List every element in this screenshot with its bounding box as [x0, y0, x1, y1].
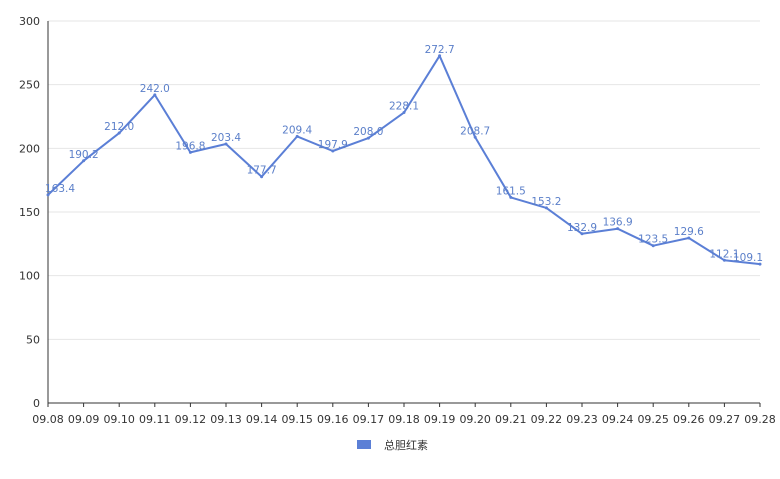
data-label: 109.1 [733, 252, 763, 264]
data-point[interactable] [366, 136, 370, 140]
grid-layer [48, 20, 760, 340]
data-label-layer: 163.4 190.2 212.0 242.0 196.8 203.4 177.7 209.4… [45, 44, 763, 264]
data-point[interactable] [651, 244, 655, 248]
data-label: 190.2 [69, 149, 99, 161]
data-label: 228.1 [389, 101, 419, 113]
x-tick-label: 09.26 [673, 413, 705, 426]
data-label: 129.6 [674, 226, 704, 238]
x-tick-label: 09.15 [281, 413, 313, 426]
data-label: 196.8 [175, 140, 205, 152]
data-label: 136.9 [603, 217, 633, 229]
axis-layer: 0 50 100 150 200 250 300 09.08 09.09 09.10 09.11 09… [19, 15, 776, 426]
x-tick-label: 09.11 [139, 413, 171, 426]
data-point[interactable] [117, 131, 121, 135]
data-label: 208.0 [353, 126, 383, 138]
data-label: 203.4 [211, 132, 241, 144]
x-tick-label: 09.23 [566, 413, 598, 426]
y-tick-label: 100 [19, 270, 40, 283]
y-tick-label: 50 [26, 333, 40, 346]
x-tick-label: 09.28 [744, 413, 776, 426]
x-tick-label: 09.24 [602, 413, 634, 426]
x-tick-label: 09.25 [637, 413, 669, 426]
data-point[interactable] [46, 193, 50, 197]
series-layer [46, 54, 762, 266]
data-point[interactable] [616, 227, 620, 231]
data-point[interactable] [224, 142, 228, 146]
data-label: 132.9 [567, 222, 597, 234]
x-tick-label: 09.13 [210, 413, 242, 426]
legend[interactable]: 总胆红素 [357, 438, 428, 452]
data-point[interactable] [687, 236, 691, 240]
data-point[interactable] [260, 175, 264, 179]
data-label: 177.7 [247, 165, 277, 177]
data-label: 112.1 [709, 248, 739, 260]
data-label: 153.2 [531, 196, 561, 208]
x-tick-label: 09.14 [246, 413, 278, 426]
y-tick-label: 200 [19, 142, 40, 155]
x-tick-label: 09.12 [175, 413, 207, 426]
x-tick-label: 09.21 [495, 413, 527, 426]
x-tick-label: 09.09 [68, 413, 100, 426]
y-tick-label: 0 [33, 397, 40, 410]
data-label: 197.9 [318, 139, 348, 151]
data-label: 123.5 [638, 234, 668, 246]
x-tick-label: 09.27 [709, 413, 741, 426]
data-point[interactable] [758, 262, 762, 266]
data-label: 208.7 [460, 125, 490, 137]
data-point[interactable] [153, 93, 157, 97]
data-point[interactable] [295, 134, 299, 138]
data-point[interactable] [722, 258, 726, 262]
data-label: 242.0 [140, 83, 170, 95]
x-tick-label: 09.20 [459, 413, 491, 426]
x-tick-label: 09.16 [317, 413, 349, 426]
data-point[interactable] [509, 195, 513, 199]
x-tick-label: 09.19 [424, 413, 456, 426]
data-label: 209.4 [282, 124, 312, 136]
data-label: 272.7 [425, 44, 455, 56]
data-point[interactable] [544, 206, 548, 210]
x-tick-label: 09.17 [353, 413, 385, 426]
data-point[interactable] [331, 149, 335, 153]
data-point[interactable] [580, 232, 584, 236]
y-tick-label: 250 [19, 79, 40, 92]
data-point[interactable] [82, 159, 86, 163]
data-label: 163.4 [45, 183, 75, 195]
legend-label: 总胆红素 [384, 438, 428, 452]
x-tick-label: 09.10 [103, 413, 135, 426]
x-tick-label: 09.18 [388, 413, 420, 426]
data-label: 161.5 [496, 185, 526, 197]
data-point[interactable] [402, 111, 406, 115]
legend-swatch [357, 440, 371, 449]
data-point[interactable] [438, 54, 442, 58]
x-tick-label: 09.08 [32, 413, 64, 426]
y-tick-label: 300 [19, 15, 40, 28]
data-label: 212.0 [104, 121, 134, 133]
data-point[interactable] [188, 150, 192, 154]
y-tick-label: 150 [19, 206, 40, 219]
x-tick-label: 09.22 [531, 413, 563, 426]
data-point[interactable] [473, 135, 477, 139]
